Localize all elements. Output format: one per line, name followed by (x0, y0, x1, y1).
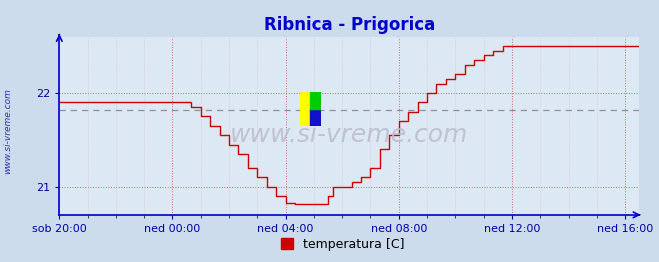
Text: www.si-vreme.com: www.si-vreme.com (230, 123, 469, 147)
Text: www.si-vreme.com: www.si-vreme.com (3, 88, 13, 174)
Legend: temperatura [C]: temperatura [C] (275, 233, 410, 256)
Bar (300, 92, 310, 126)
Bar (310, 109, 321, 126)
Bar (310, 92, 321, 109)
Title: Ribnica - Prigorica: Ribnica - Prigorica (264, 16, 435, 34)
